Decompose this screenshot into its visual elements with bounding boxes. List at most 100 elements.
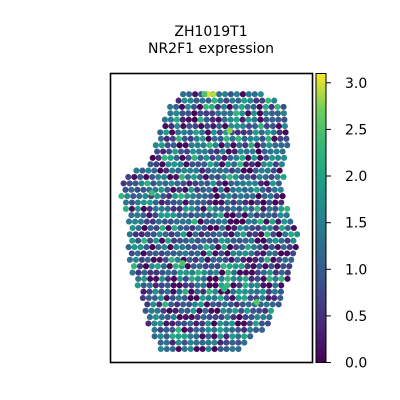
- spot: [195, 269, 202, 276]
- spot: [140, 250, 147, 257]
- spot: [194, 237, 201, 244]
- spot: [265, 186, 272, 193]
- spot: [126, 256, 133, 263]
- spot: [212, 237, 219, 244]
- spot: [236, 275, 243, 282]
- spot: [242, 314, 249, 321]
- spot: [191, 110, 198, 117]
- spot: [218, 314, 225, 321]
- spot: [252, 167, 259, 174]
- spot: [156, 256, 163, 263]
- spot: [193, 97, 200, 104]
- spot: [272, 161, 279, 168]
- spot: [155, 244, 162, 251]
- spot: [212, 314, 219, 321]
- spot: [188, 212, 195, 219]
- spot: [259, 294, 266, 302]
- spot: [184, 103, 192, 110]
- spot: [164, 250, 171, 257]
- spot: [188, 282, 195, 289]
- spot: [193, 294, 200, 302]
- spot: [207, 269, 214, 276]
- spot: [179, 218, 186, 225]
- spot: [269, 116, 276, 123]
- spot: [284, 250, 291, 257]
- spot: [195, 161, 202, 168]
- spot: [261, 193, 268, 200]
- spot: [207, 161, 214, 168]
- spot: [161, 116, 168, 123]
- spot: [233, 91, 240, 98]
- spot: [228, 256, 235, 263]
- spot: [204, 123, 211, 130]
- spot: [125, 244, 132, 251]
- spot: [164, 205, 171, 212]
- spot: [182, 186, 189, 193]
- spot: [270, 256, 277, 263]
- spot: [224, 199, 231, 206]
- spot: [211, 345, 218, 353]
- spot: [263, 116, 270, 123]
- spot: [226, 263, 233, 270]
- spot: [208, 103, 215, 110]
- spot: [206, 237, 213, 244]
- spot: [142, 263, 150, 270]
- spot: [180, 301, 187, 308]
- spot: [262, 173, 269, 181]
- spot: [235, 339, 242, 346]
- spot: [151, 333, 158, 340]
- spot: [205, 167, 212, 174]
- spot: [147, 269, 154, 276]
- spot: [173, 173, 180, 181]
- spot: [274, 103, 281, 110]
- spot: [225, 269, 232, 276]
- spot: [200, 237, 207, 244]
- spot: [257, 123, 265, 130]
- spot: [214, 103, 221, 110]
- spot: [260, 269, 267, 276]
- spot: [176, 282, 183, 289]
- spot: [177, 161, 184, 168]
- spot: [174, 123, 181, 130]
- spot: [235, 333, 242, 340]
- spot: [239, 180, 247, 187]
- spot: [269, 301, 276, 308]
- spot: [290, 250, 297, 257]
- spot: [254, 250, 261, 257]
- spot: [272, 199, 279, 206]
- spot: [204, 231, 211, 238]
- spot: [187, 294, 194, 302]
- spot: [264, 167, 271, 174]
- spot: [234, 180, 241, 187]
- spot: [245, 218, 252, 225]
- spot: [246, 320, 253, 327]
- spot: [118, 193, 125, 200]
- spot: [192, 123, 199, 130]
- spot: [266, 205, 273, 212]
- spot: [172, 263, 179, 270]
- spot: [249, 224, 256, 232]
- spot: [263, 154, 270, 161]
- spot: [187, 339, 194, 346]
- spot: [272, 205, 279, 212]
- spot: [229, 186, 237, 193]
- spot: [150, 231, 157, 238]
- spot: [206, 288, 213, 295]
- spot: [200, 275, 207, 282]
- spot: [175, 339, 182, 346]
- spot: [280, 173, 287, 181]
- spot: [186, 256, 193, 263]
- spot: [200, 288, 207, 295]
- spot: [159, 224, 166, 232]
- spot: [268, 244, 275, 251]
- spot: [206, 250, 213, 257]
- spot: [137, 173, 144, 181]
- spot: [190, 103, 198, 110]
- spot: [128, 212, 135, 219]
- spot: [128, 186, 135, 193]
- spot: [229, 339, 236, 346]
- spot: [206, 275, 213, 282]
- spot: [150, 256, 157, 263]
- spot: [208, 307, 215, 314]
- spot: [233, 218, 240, 225]
